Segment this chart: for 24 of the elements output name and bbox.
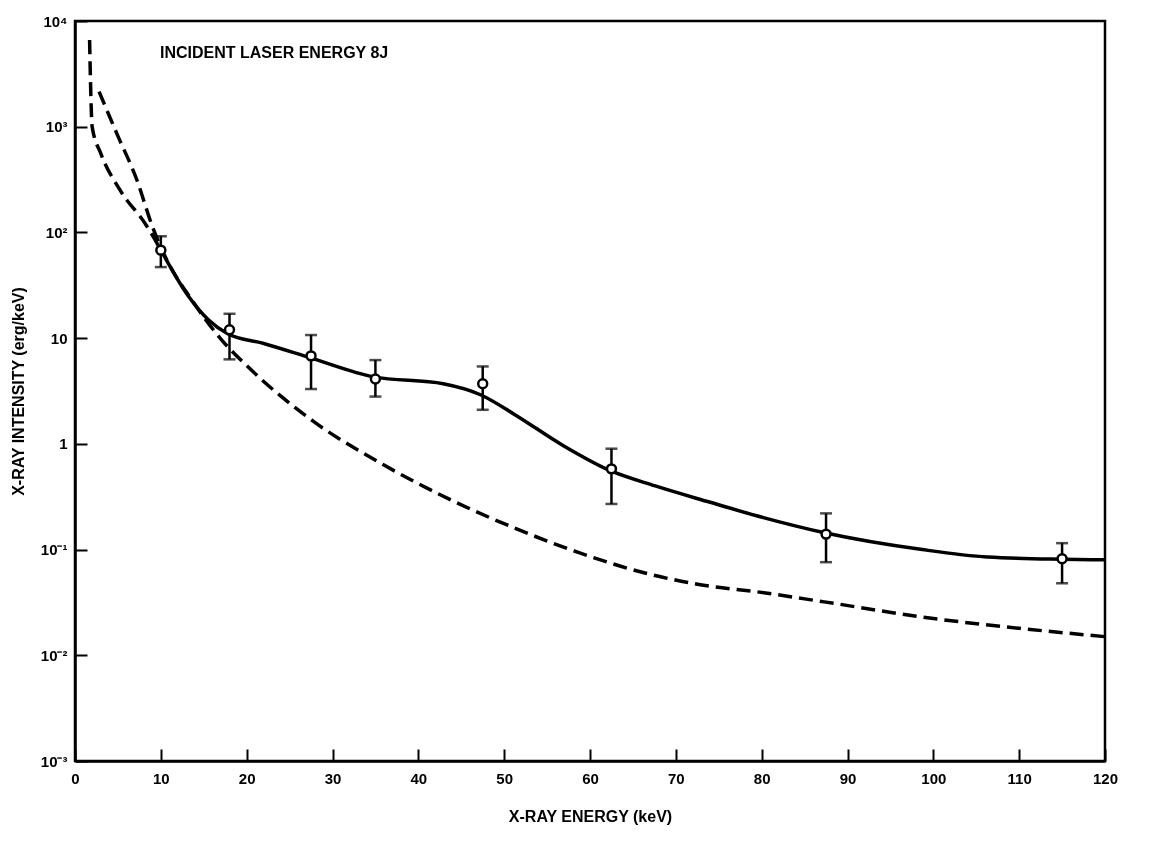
x-tick-label: 30 [324, 769, 342, 787]
x-tick-label: 10 [152, 769, 170, 787]
x-tick-label: 80 [753, 769, 771, 787]
y-tick-label: 10² [45, 223, 68, 241]
y-tick-label: 10⁴ [43, 12, 68, 30]
y-tick-label: 1 [59, 435, 68, 453]
x-tick-label: 90 [839, 769, 857, 787]
x-tick-label: 100 [921, 769, 947, 787]
x-tick-label: 120 [1092, 769, 1119, 787]
x-tick-label: 70 [667, 769, 685, 787]
x-tick-label: 50 [496, 769, 514, 787]
x-tick-label: 110 [1007, 769, 1032, 787]
y-tick-label: 10⁻³ [40, 752, 68, 770]
x-axis-title: X-RAY ENERGY (keV) [508, 807, 673, 825]
x-tick-label: 0 [71, 769, 80, 787]
y-tick-label: 10⁻² [40, 646, 68, 664]
y-tick-label: 10⁻¹ [40, 541, 68, 559]
x-tick-label: 60 [582, 769, 599, 787]
annotation: INCIDENT LASER ENERGY 8J [160, 44, 389, 61]
y-tick-label: 10³ [45, 118, 68, 136]
x-tick-label: 40 [410, 769, 428, 787]
x-tick-label: 20 [238, 769, 256, 787]
y-tick-label: 10 [50, 329, 68, 347]
y-axis-title: X-RAY INTENSITY (erg/keV) [9, 287, 27, 496]
